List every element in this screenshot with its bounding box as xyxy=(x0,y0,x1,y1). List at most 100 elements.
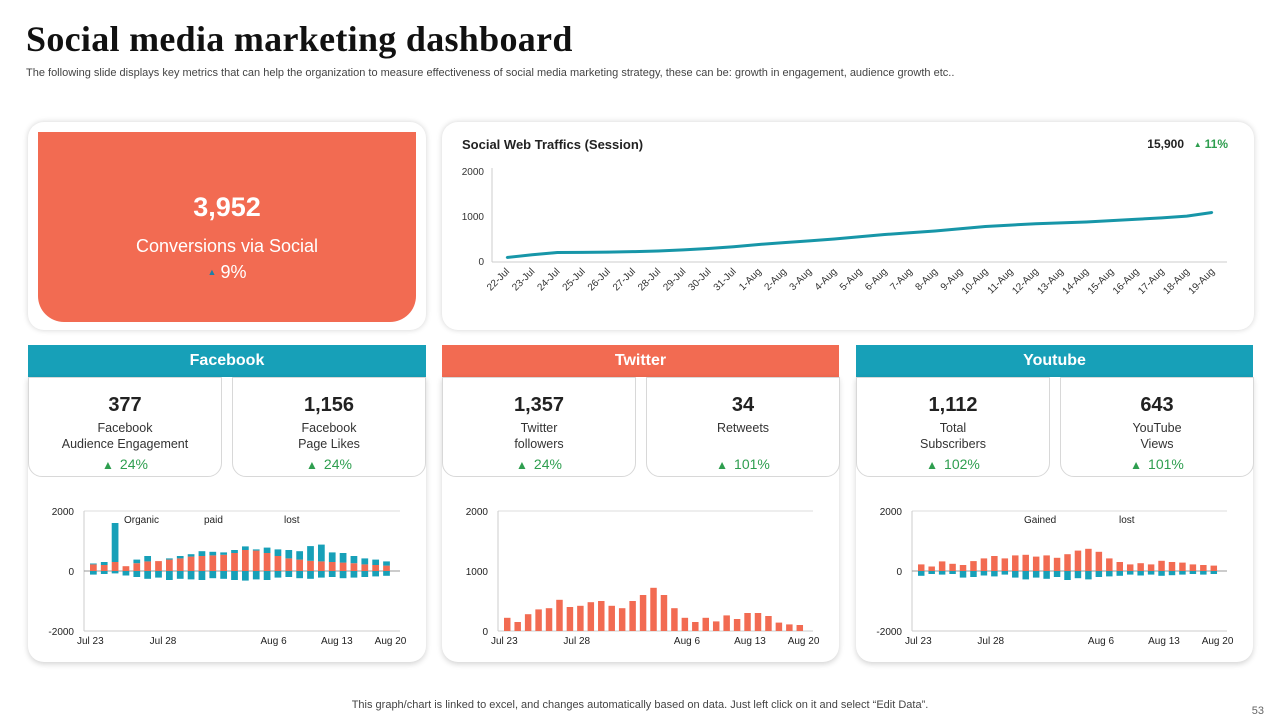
organic-bar xyxy=(100,562,108,565)
x-tick-label: 4-Aug xyxy=(813,266,840,293)
y-tick-label: 2000 xyxy=(466,507,489,518)
lost-bar xyxy=(176,571,184,579)
traffic-data-point xyxy=(1009,223,1012,227)
traffic-data-point xyxy=(631,250,635,253)
followers-bar xyxy=(733,619,741,631)
traffic-line-chart[interactable]: 01000200022-Jul23-Jul24-Jul25-Jul26-Jul2… xyxy=(442,122,1254,330)
lost-bar xyxy=(928,571,935,574)
lost-bar xyxy=(372,571,380,577)
organic-bar xyxy=(90,563,97,565)
organic-bar xyxy=(285,550,293,559)
x-tick-label: Aug 6 xyxy=(261,636,288,647)
paid-bar xyxy=(252,550,260,571)
traffic-data-point xyxy=(1185,214,1189,218)
x-tick-label: 18-Aug xyxy=(1161,266,1192,297)
x-tick-label: 3-Aug xyxy=(788,266,815,293)
metric-change: ▲ 24% xyxy=(29,456,221,472)
lost-bar xyxy=(328,571,336,577)
organic-bar xyxy=(361,558,369,565)
followers-bar xyxy=(598,601,605,631)
gained-bar xyxy=(1085,548,1092,571)
metric-value: 643 xyxy=(1140,394,1174,416)
x-tick-label: 2-Aug xyxy=(762,266,789,293)
x-tick-label: Aug 13 xyxy=(734,636,766,647)
youtube-section-header: Youtube xyxy=(856,345,1253,377)
lost-bar xyxy=(263,571,271,580)
y-tick-label: 0 xyxy=(68,567,74,578)
gained-bar xyxy=(1095,551,1103,571)
followers-bar xyxy=(587,602,595,631)
lost-bar xyxy=(1137,571,1144,576)
gained-bar xyxy=(1137,563,1144,571)
traffic-data-point xyxy=(883,233,886,236)
organic-bar xyxy=(252,549,260,551)
x-tick-label: 23-Jul xyxy=(510,266,537,293)
lost-bar xyxy=(1126,571,1134,575)
followers-bar xyxy=(556,599,563,631)
x-tick-label: 29-Jul xyxy=(661,266,688,293)
youtube-subscribers-card: 1,112 Total Subscribers ▲ 102% xyxy=(856,377,1050,477)
y-tick-label: 0 xyxy=(896,567,902,578)
traffic-data-point xyxy=(933,229,937,233)
paid-bar xyxy=(133,563,141,571)
traffic-data-point xyxy=(556,251,559,254)
x-tick-label: 19-Aug xyxy=(1187,266,1218,297)
gained-bar xyxy=(928,566,935,571)
lost-bar xyxy=(220,571,228,579)
metric-change-value: 102% xyxy=(944,456,980,472)
x-tick-label: 11-Aug xyxy=(986,266,1016,296)
paid-bar xyxy=(285,558,293,571)
up-arrow-icon: ▲ xyxy=(516,458,528,472)
footnote: This graph/chart is linked to excel, and… xyxy=(351,699,929,711)
gained-bar xyxy=(918,564,925,571)
x-tick-label: Jul 23 xyxy=(77,636,104,647)
gained-bar xyxy=(1126,564,1134,571)
metric-change-value: 24% xyxy=(323,456,352,472)
metric-change-value: 24% xyxy=(533,456,562,472)
followers-bar xyxy=(692,622,699,631)
legend-label: paid xyxy=(204,515,223,526)
organic-bar xyxy=(296,551,304,560)
followers-bar xyxy=(514,622,521,631)
lost-bar xyxy=(187,571,195,580)
lost-bar xyxy=(111,571,119,574)
traffic-data-point xyxy=(505,256,509,259)
x-tick-label: Aug 20 xyxy=(1202,636,1234,647)
followers-bar xyxy=(796,625,804,631)
lost-bar xyxy=(1106,571,1113,577)
paid-bar xyxy=(361,564,369,571)
lost-bar xyxy=(100,571,108,574)
traffic-chart-title: Social Web Traffics (Session) xyxy=(462,137,644,152)
y-tick-label: 2000 xyxy=(462,167,485,178)
organic-bar xyxy=(166,558,173,560)
y-tick-label: 2000 xyxy=(880,507,903,518)
followers-bar xyxy=(671,608,678,631)
traffic-card[interactable]: Social Web Traffics (Session) 15,900 ▲ 11… xyxy=(442,122,1254,330)
followers-bar xyxy=(524,614,532,631)
twitter-followers-card: 1,357 Twitter followers ▲ 24% xyxy=(442,377,636,477)
gained-bar xyxy=(1147,564,1155,571)
x-tick-label: 22-Jul xyxy=(485,266,512,293)
gained-bar xyxy=(1210,565,1218,571)
paid-bar xyxy=(144,561,152,571)
organic-bar xyxy=(339,553,347,563)
paid-bar xyxy=(176,558,184,571)
conversions-value: 3,952 xyxy=(193,192,261,222)
traffic-data-point xyxy=(833,237,836,241)
up-arrow-icon: ▲ xyxy=(1193,140,1202,149)
x-tick-label: 24-Jul xyxy=(535,266,562,293)
traffic-data-point xyxy=(732,245,735,248)
organic-bar xyxy=(318,544,325,562)
lost-bar xyxy=(1179,571,1186,575)
gained-bar xyxy=(1179,562,1186,571)
followers-bar xyxy=(608,605,615,631)
traffic-data-point xyxy=(530,253,534,256)
lost-bar xyxy=(122,571,130,576)
up-arrow-icon: ▲ xyxy=(207,267,217,277)
lost-bar xyxy=(1043,571,1050,579)
y-tick-label: 2000 xyxy=(52,507,75,518)
gained-bar xyxy=(1064,554,1071,571)
